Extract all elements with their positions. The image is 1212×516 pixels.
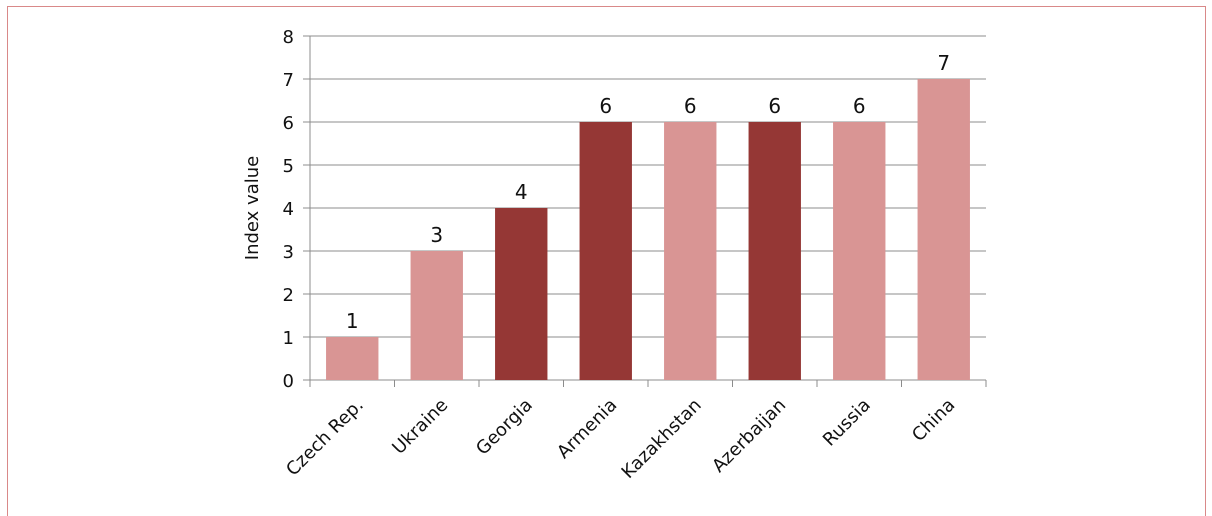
y-tick-label: 6 (283, 113, 294, 134)
data-label: 6 (768, 94, 781, 118)
x-tick-label: Ukraine (388, 395, 452, 459)
x-tick-labels: Czech Rep. Ukraine Georgia ArmeniaKazakhsta… (282, 395, 959, 483)
bar (579, 122, 632, 380)
y-tick-label: 8 (283, 27, 294, 48)
data-label: 7 (937, 51, 950, 75)
y-axis-title: Index value (242, 156, 263, 260)
data-label: 3 (430, 223, 443, 247)
y-tick-label: 4 (283, 199, 294, 220)
x-tick-label: China (908, 395, 959, 446)
bar (664, 122, 717, 380)
x-tick-label: Russia (819, 395, 875, 451)
data-label: 1 (346, 309, 359, 333)
y-tick-label: 0 (283, 371, 294, 392)
y-tick-label: 2 (283, 285, 294, 306)
x-tick-label: Azerbaijan (708, 395, 790, 477)
x-tick-label: Czech Rep. (282, 395, 368, 481)
y-tick-label: 7 (283, 70, 294, 91)
y-tick-label: 5 (283, 156, 294, 177)
chart-frame (7, 6, 1206, 516)
data-label: 6 (599, 94, 612, 118)
data-labels: 1 3 4 6 6 6 6 7 (346, 51, 950, 333)
bar (326, 337, 379, 380)
y-tick-labels: 0 1 2 3 4 5 6 7 8 (283, 27, 294, 392)
bar (917, 79, 970, 380)
bar (495, 208, 548, 380)
data-label: 4 (515, 180, 528, 204)
bar (833, 122, 886, 380)
bar (748, 122, 801, 380)
data-label: 6 (684, 94, 697, 118)
x-tick-label: Georgia (472, 395, 537, 460)
y-tick-label: 1 (283, 328, 294, 349)
x-tick-label: Armenia (553, 395, 621, 463)
bar (410, 251, 463, 380)
axes (309, 36, 987, 387)
y-tick-label: 3 (283, 242, 294, 263)
data-label: 6 (853, 94, 866, 118)
bars (326, 79, 970, 380)
x-tick-label: Kazakhstan (618, 395, 706, 483)
